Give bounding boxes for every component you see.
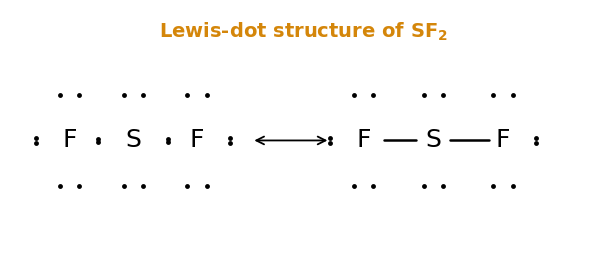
Text: F: F	[496, 129, 510, 152]
Text: F: F	[62, 129, 77, 152]
Text: Lewis-dot structure of $\mathbf{SF_2}$: Lewis-dot structure of $\mathbf{SF_2}$	[159, 21, 447, 43]
Text: S: S	[425, 129, 441, 152]
Text: S: S	[125, 129, 141, 152]
Text: F: F	[190, 129, 204, 152]
Text: F: F	[356, 129, 371, 152]
